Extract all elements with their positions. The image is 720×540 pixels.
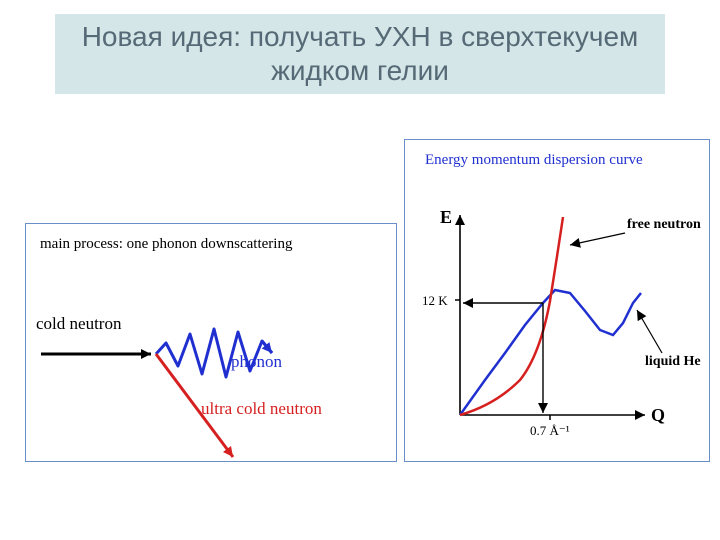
cold-neutron-label: cold neutron [36,314,122,333]
svg-text:Q: Q [651,405,665,425]
svg-text:0.7 Å⁻¹: 0.7 Å⁻¹ [530,423,570,438]
right-chart: E Q 12 K 0.7 Å⁻¹ free neutron liquid He [415,195,705,455]
liquid-he-curve [460,290,641,415]
right-caption: Energy momentum dispersion curve [425,152,643,169]
page-title: Новая идея: получать УХН в сверхтекучем … [55,20,665,87]
left-panel: main process: one phonon downscattering … [25,223,397,462]
svg-text:12 K: 12 K [422,293,448,308]
left-caption: main process: one phonon downscattering [40,236,292,253]
free-neutron-curve [460,217,563,415]
phonon-label: phonon [231,352,283,371]
free-neutron-label: free neutron [627,217,701,232]
title-banner: Новая идея: получать УХН в сверхтекучем … [55,14,665,94]
left-diagram: cold neutron phonon ultra cold neutron [26,259,396,459]
svg-text:E: E [440,207,452,227]
ucn-label: ultra cold neutron [201,399,322,418]
right-panel: Energy momentum dispersion curve E Q 12 K 0… [404,139,710,462]
liquid-he-label: liquid He [645,354,701,369]
